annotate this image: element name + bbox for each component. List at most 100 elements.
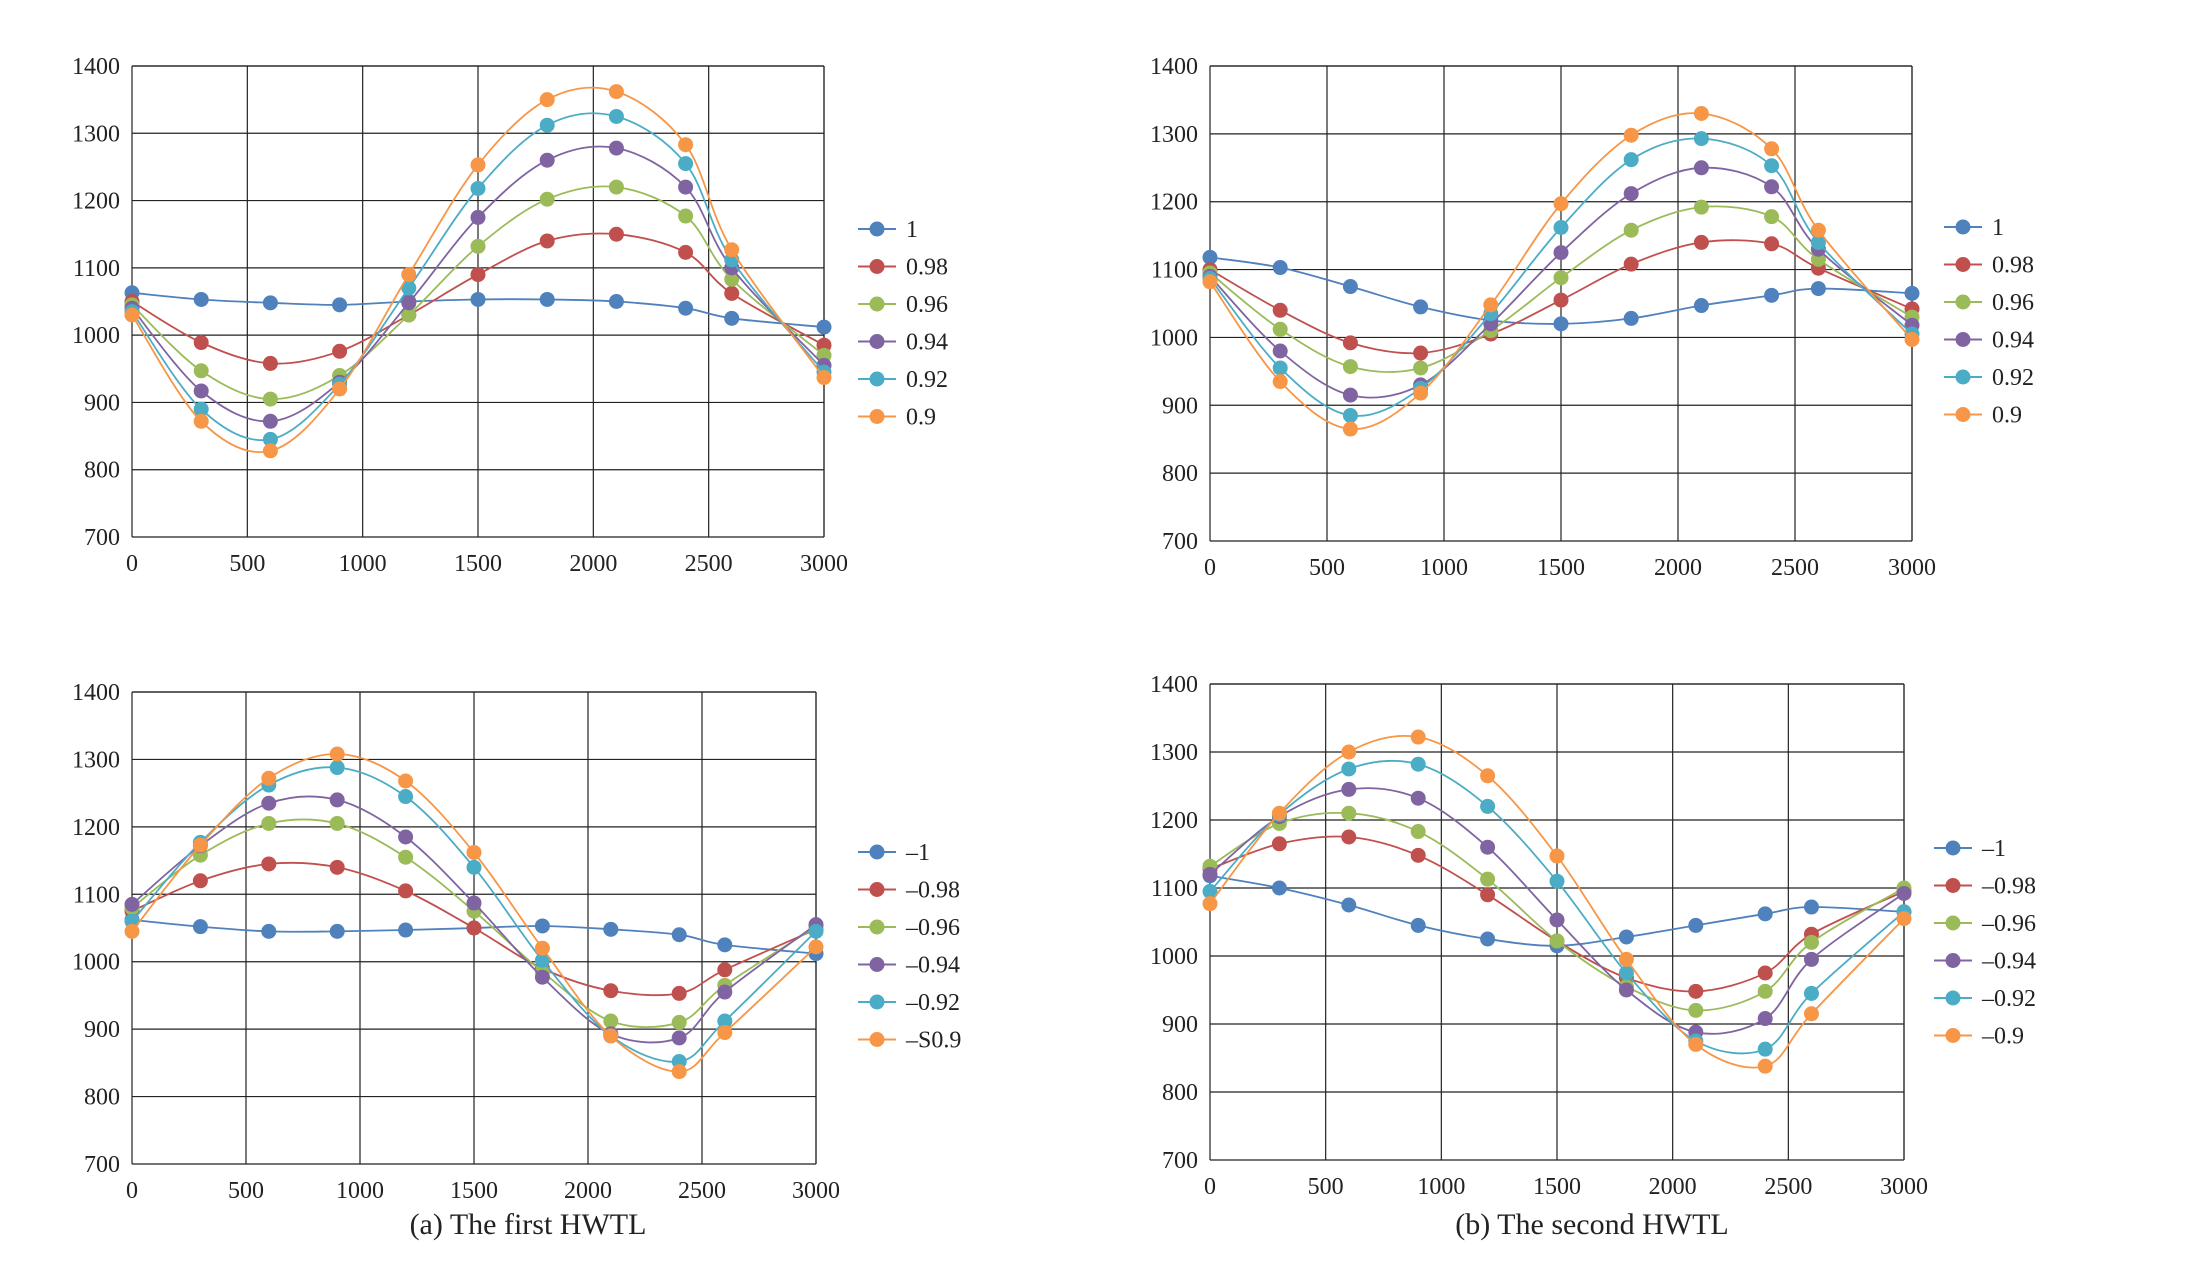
data-point <box>1342 387 1358 403</box>
data-point <box>192 837 208 853</box>
data-point <box>1757 1011 1773 1027</box>
data-point <box>1272 321 1288 337</box>
series-6 <box>1202 729 1912 1074</box>
data-point <box>470 180 486 196</box>
data-point <box>1272 374 1288 390</box>
data-point <box>1688 917 1704 933</box>
x-tick-label: 500 <box>228 1178 264 1204</box>
data-point <box>808 939 824 955</box>
data-point <box>1803 951 1819 967</box>
legend-item: 0.98 <box>1944 253 2034 279</box>
data-point <box>329 760 345 776</box>
gridlines <box>1209 683 1905 1161</box>
data-point <box>401 307 417 323</box>
data-point <box>192 919 208 935</box>
x-tick-label: 3000 <box>792 1178 840 1204</box>
y-tick-label: 1200 <box>1150 190 1198 216</box>
data-point <box>1342 407 1358 423</box>
data-point <box>398 883 414 899</box>
legend-item: –0.98 <box>1934 874 2036 900</box>
x-tick-label: 2000 <box>564 1178 612 1204</box>
x-tick-label: 2000 <box>1654 555 1702 581</box>
data-point <box>1623 152 1639 168</box>
data-point <box>1202 883 1218 899</box>
data-point <box>1618 929 1634 945</box>
data-point <box>534 952 550 968</box>
legend-item: –1 <box>858 840 930 866</box>
data-point <box>1342 279 1358 295</box>
data-point <box>1803 899 1819 915</box>
data-point <box>262 413 278 429</box>
data-point <box>1553 292 1569 308</box>
legend-label: 0.92 <box>1992 365 2034 391</box>
y-tick-label: 1400 <box>72 54 120 80</box>
data-point <box>1271 880 1287 896</box>
data-point <box>539 117 555 133</box>
data-point <box>398 773 414 789</box>
data-point <box>470 209 486 225</box>
data-point <box>1480 931 1496 947</box>
y-tick-label: 800 <box>84 1085 120 1111</box>
legend-item: 0.94 <box>858 330 948 356</box>
data-point <box>1553 270 1569 286</box>
data-point <box>1693 131 1709 147</box>
data-point <box>608 84 624 100</box>
legend-marker <box>869 259 885 274</box>
data-point <box>1549 848 1565 864</box>
data-point <box>724 310 740 326</box>
x-tick-label: 1500 <box>1537 555 1585 581</box>
legend-label: 0.94 <box>906 330 948 356</box>
legend-item: –0.92 <box>858 990 960 1016</box>
x-tick-label: 0 <box>126 1178 138 1204</box>
data-point <box>1810 281 1826 297</box>
legend-marker <box>1945 953 1961 968</box>
x-tick-label: 2000 <box>569 551 617 577</box>
data-point <box>470 157 486 173</box>
data-point <box>1757 965 1773 981</box>
data-point <box>466 859 482 875</box>
data-point <box>124 923 140 939</box>
data-point <box>1410 917 1426 933</box>
legend-item: –0.9 <box>1934 1024 2024 1050</box>
data-point <box>603 983 619 999</box>
legend-item: 1 <box>858 217 918 243</box>
y-tick-label: 900 <box>84 390 120 416</box>
data-point <box>1202 274 1218 290</box>
data-point <box>1410 847 1426 863</box>
y-tick-label: 1400 <box>1150 672 1198 698</box>
data-point <box>401 280 417 296</box>
x-tick-label: 2500 <box>685 551 733 577</box>
legend-marker <box>1945 878 1961 893</box>
data-point <box>678 179 694 195</box>
y-tick-label: 700 <box>84 525 120 551</box>
legend-item: 0.9 <box>1944 403 2022 429</box>
y-tick-label: 800 <box>1162 1080 1198 1106</box>
legend-marker <box>1945 1028 1961 1043</box>
legend-label: –0.96 <box>905 915 960 941</box>
data-point <box>401 295 417 311</box>
data-point <box>193 335 209 351</box>
data-point <box>262 391 278 407</box>
data-point <box>1553 245 1569 261</box>
data-point <box>1480 798 1496 814</box>
data-point <box>1483 297 1499 313</box>
legend-label: 0.96 <box>1992 290 2034 316</box>
data-point <box>1410 824 1426 840</box>
data-point <box>717 984 733 1000</box>
x-tick-label: 1000 <box>336 1178 384 1204</box>
legend-label: –0.94 <box>905 953 960 979</box>
data-point <box>1480 887 1496 903</box>
legend-label: –0.9 <box>1981 1024 2024 1050</box>
data-point <box>470 267 486 283</box>
data-point <box>193 363 209 379</box>
data-point <box>808 923 824 939</box>
y-tick-label: 1000 <box>72 950 120 976</box>
legend-label: 1 <box>906 217 918 243</box>
data-point <box>1410 729 1426 745</box>
series-6 <box>1202 106 1920 437</box>
x-tick-label: 1500 <box>454 551 502 577</box>
legend-item: –0.98 <box>858 878 960 904</box>
data-point <box>1623 256 1639 272</box>
x-tick-label: 1000 <box>1420 555 1468 581</box>
data-point <box>1410 756 1426 772</box>
